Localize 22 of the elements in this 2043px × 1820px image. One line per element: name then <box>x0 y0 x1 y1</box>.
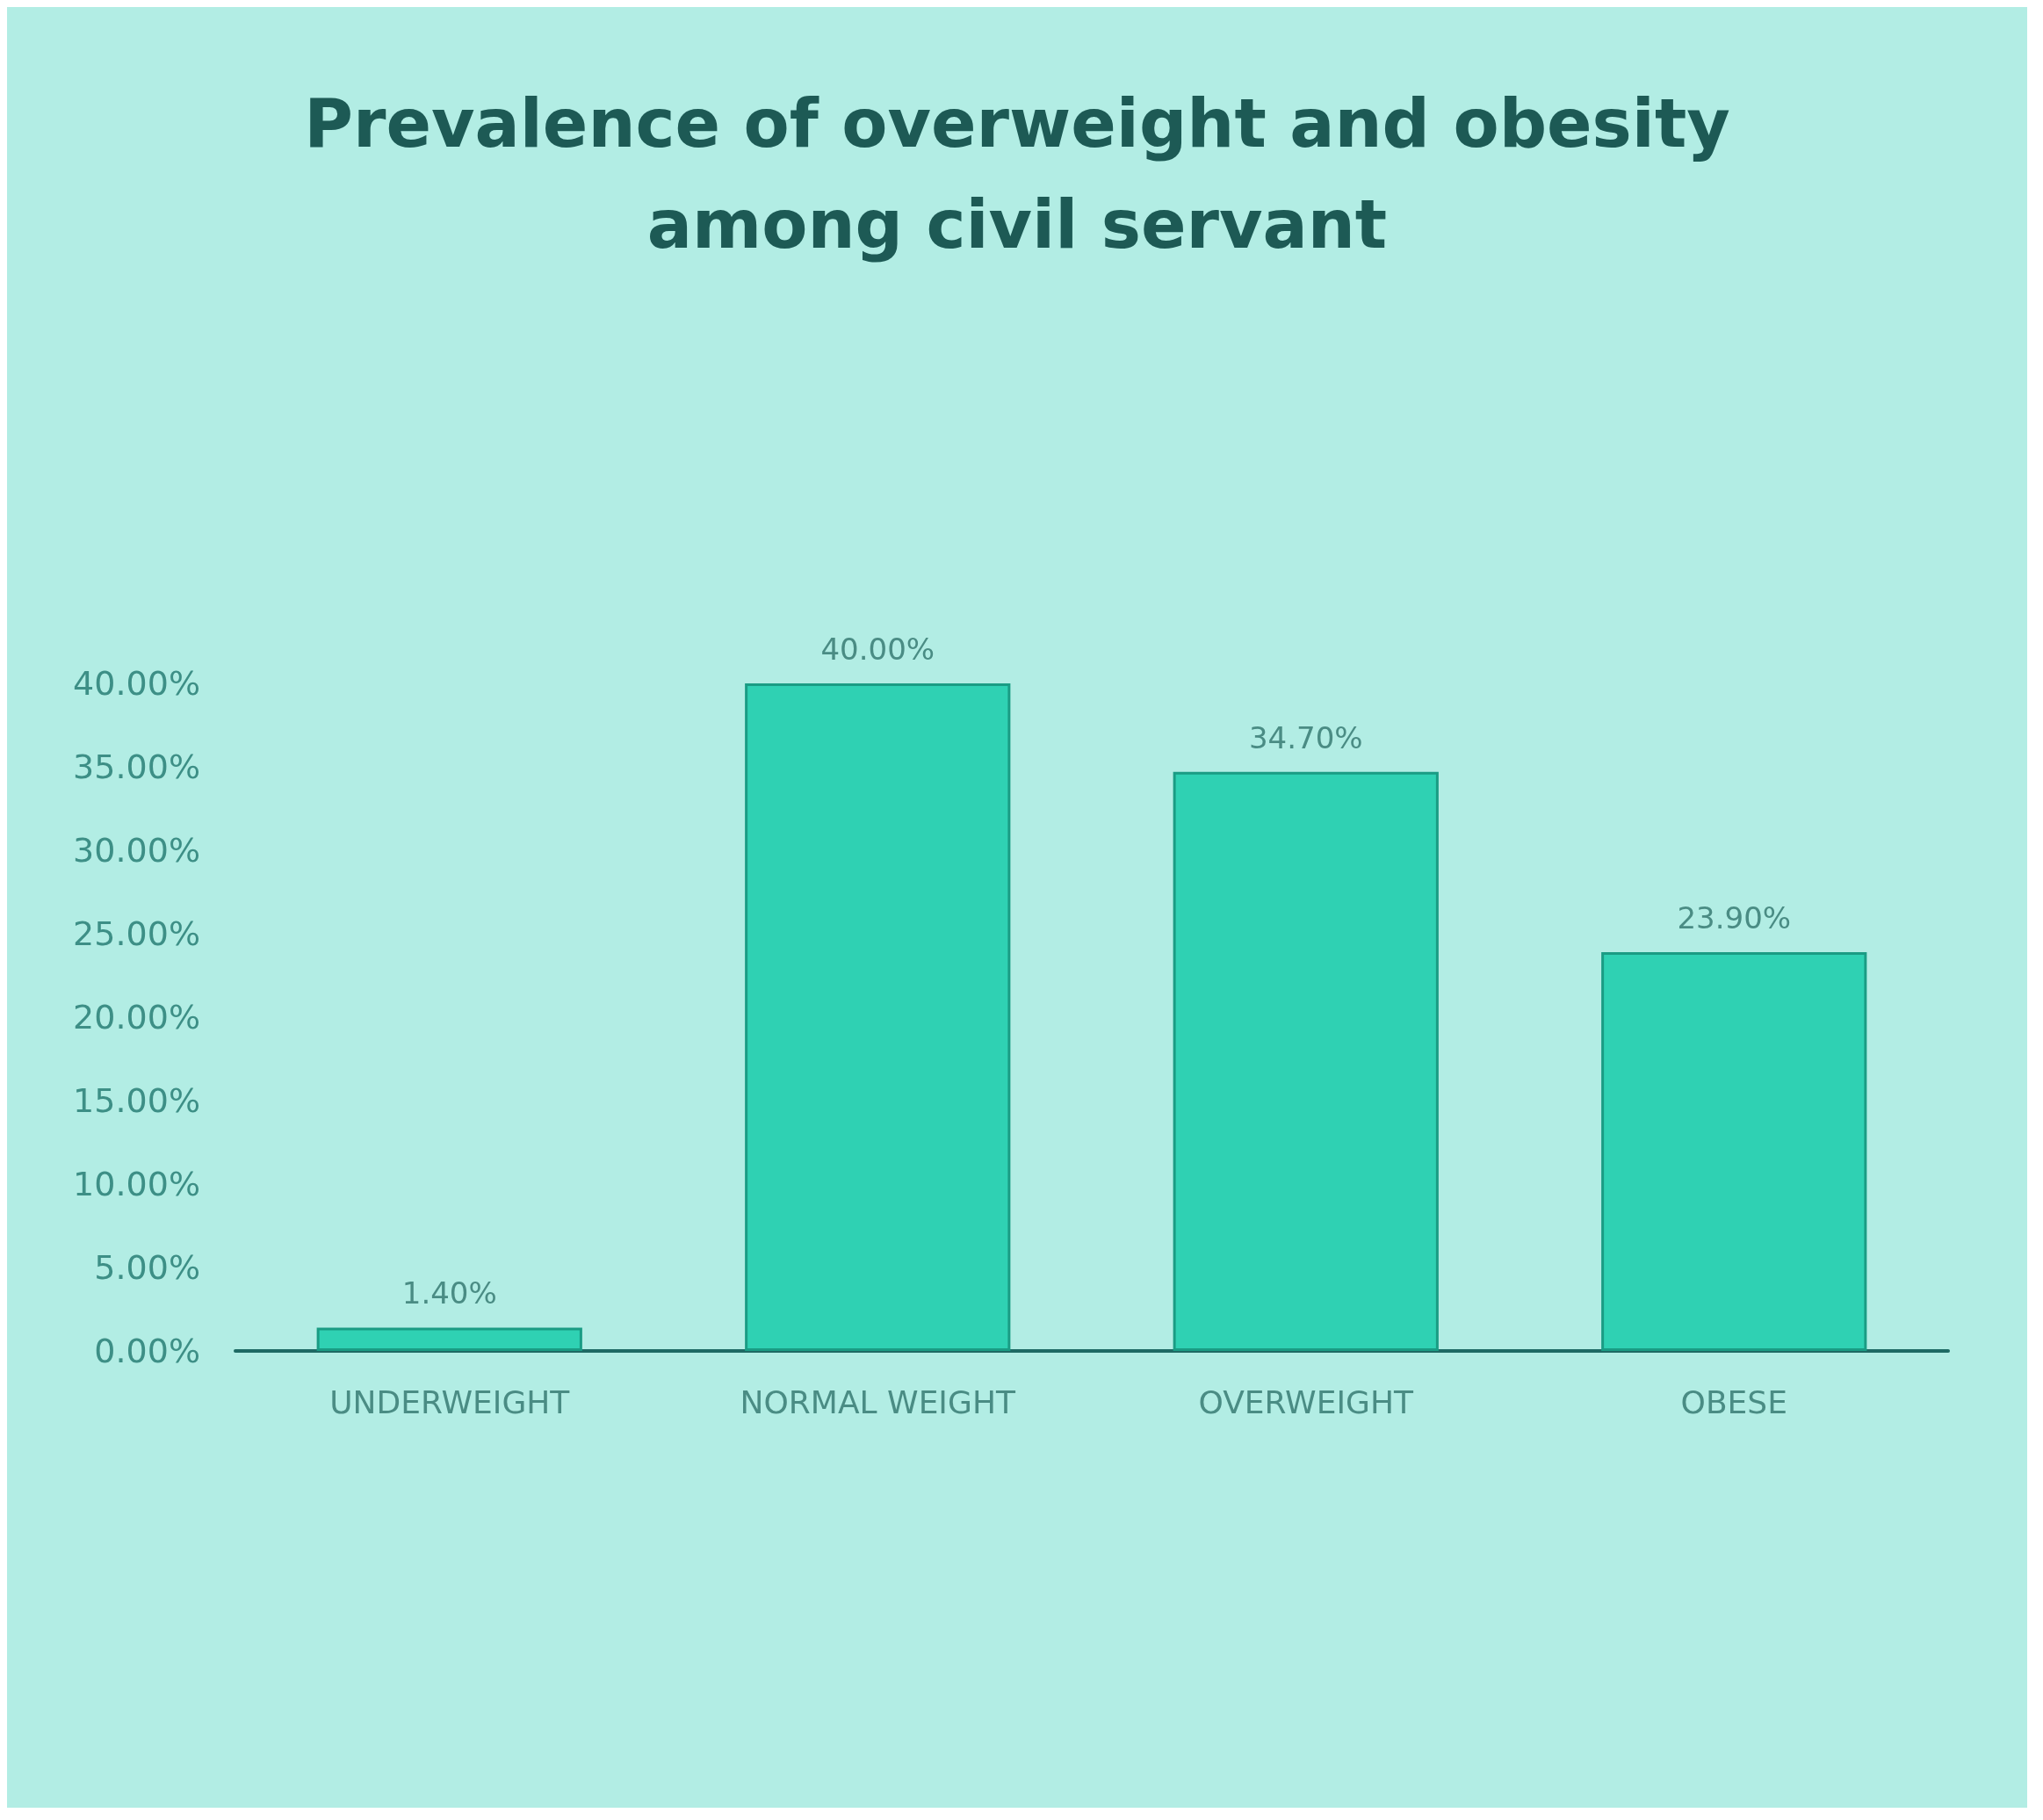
x-tick-label: OBESE <box>1680 1383 1787 1420</box>
data-label: 23.90% <box>1677 899 1792 935</box>
x-tick-label: UNDERWEIGHT <box>329 1383 571 1420</box>
bar <box>1173 771 1439 1351</box>
bar <box>1601 951 1867 1351</box>
bar <box>745 683 1011 1351</box>
y-tick-label: 0.00% <box>94 1332 200 1370</box>
chart-title: Prevalence of overweight and obesity among civil servant <box>304 84 1730 264</box>
x-tick-label: NORMAL WEIGHT <box>740 1383 1016 1420</box>
y-tick-label: 40.00% <box>73 664 200 703</box>
y-tick-label: 10.00% <box>73 1165 200 1203</box>
data-label: 40.00% <box>820 632 935 667</box>
data-label: 1.40% <box>401 1275 497 1311</box>
x-tick-label: OVERWEIGHT <box>1198 1383 1415 1420</box>
y-tick-label: 5.00% <box>94 1248 200 1287</box>
bar <box>316 1327 582 1351</box>
y-tick-label: 15.00% <box>73 1081 200 1120</box>
y-tick-label: 20.00% <box>73 998 200 1036</box>
data-label: 34.70% <box>1248 719 1363 755</box>
y-tick-label: 30.00% <box>73 831 200 870</box>
y-tick-label: 35.00% <box>73 748 200 786</box>
y-tick-label: 25.00% <box>73 914 200 953</box>
